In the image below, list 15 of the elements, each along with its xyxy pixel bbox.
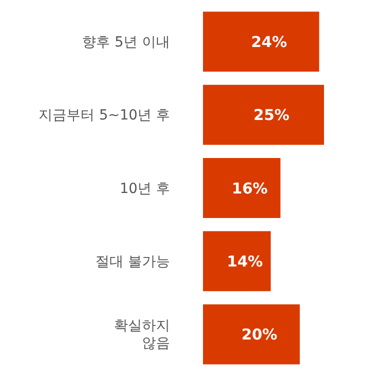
data-label: 20%	[241, 326, 278, 344]
bar	[203, 84, 324, 145]
y-tick-label: 10년 후	[120, 180, 170, 197]
bar	[203, 158, 280, 218]
y-tick-label: 향후 5년 이내	[82, 34, 170, 51]
bar	[203, 231, 271, 292]
data-label: 16%	[232, 179, 268, 198]
y-tick-label: 지금부터 5~10년 후	[38, 108, 170, 124]
bar	[203, 304, 300, 364]
data-label: 14%	[226, 252, 263, 270]
bar	[203, 12, 320, 72]
y-tick-label: 절대 불가능	[96, 254, 170, 270]
data-label: 24%	[251, 32, 288, 51]
data-label: 25%	[254, 106, 290, 124]
y-tick-label: 확실하지 않음	[114, 318, 170, 352]
